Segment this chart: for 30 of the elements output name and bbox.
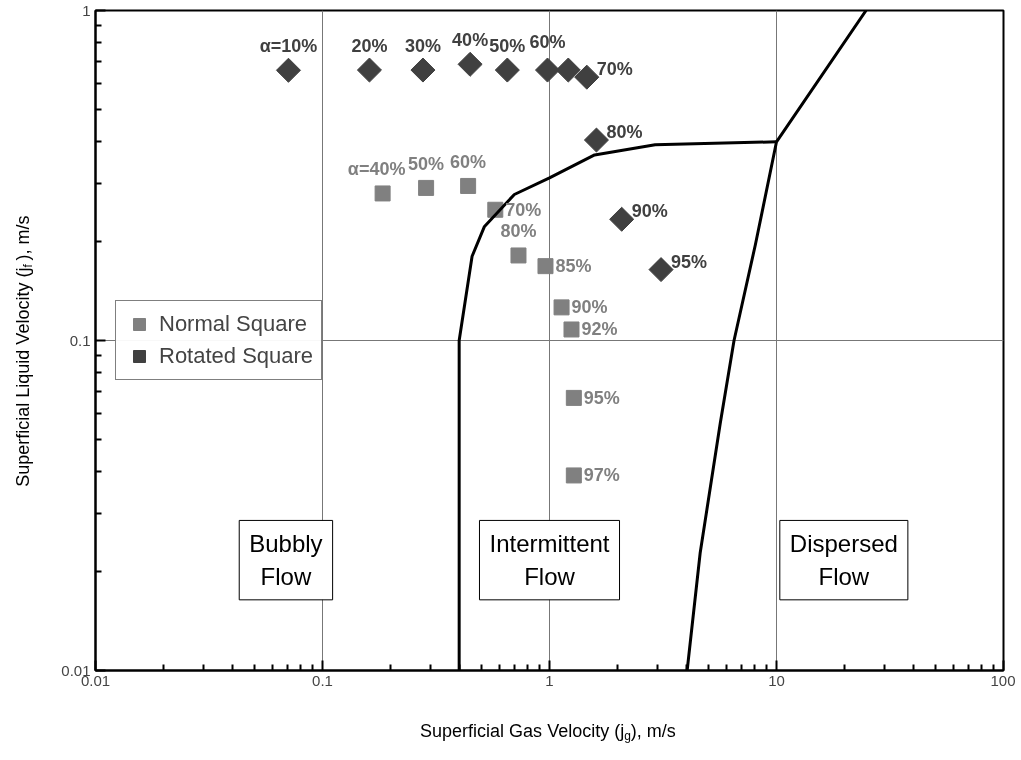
annotation: 50% xyxy=(408,153,445,174)
annotation: 80% xyxy=(606,122,643,143)
annotation: Bubbly Flow xyxy=(249,530,323,590)
annotation: Dispersed Flow xyxy=(789,530,898,590)
annotation: 40% xyxy=(452,30,489,51)
annotation: Intermittent Flow xyxy=(489,530,610,590)
annotation: 20% xyxy=(351,36,388,57)
annotation: 95% xyxy=(671,251,708,272)
annotation: 70% xyxy=(596,59,633,80)
legend-label: Normal Square xyxy=(159,311,307,337)
annotation: 90% xyxy=(571,297,608,318)
annotation: 70% xyxy=(505,199,542,220)
annotation: 85% xyxy=(555,256,592,277)
annotation: α=10% xyxy=(259,36,318,57)
annotation: 80% xyxy=(500,221,537,242)
annotation: 30% xyxy=(404,36,441,57)
annotation: 90% xyxy=(631,201,668,222)
annotation: 60% xyxy=(450,151,487,172)
x-tick-label: 10 xyxy=(768,671,785,689)
x-tick-label: 0.1 xyxy=(312,671,333,689)
annotation: 92% xyxy=(581,319,618,340)
annotation: 95% xyxy=(583,387,620,408)
annotation: 97% xyxy=(583,465,620,486)
legend-label: Rotated Square xyxy=(159,343,314,369)
y-tick-label: 1 xyxy=(82,1,91,19)
x-tick-label: 1 xyxy=(545,671,554,689)
x-tick-label: 100 xyxy=(990,671,1016,689)
annotation: 50% xyxy=(489,36,526,57)
annotation: α=40% xyxy=(347,159,406,180)
y-tick-label: 0.1 xyxy=(69,331,91,349)
